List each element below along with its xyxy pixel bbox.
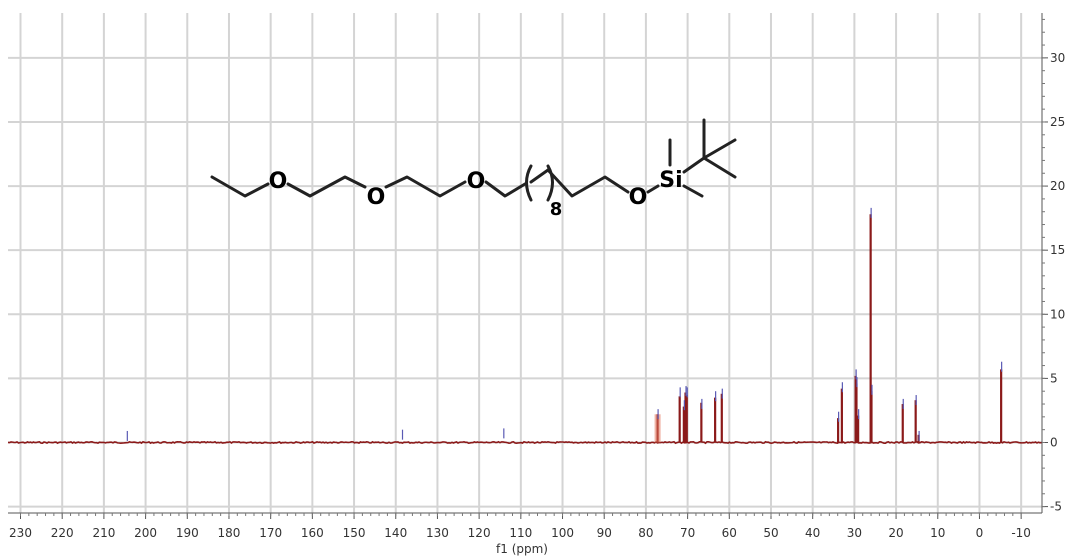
x-tick-label: 140 [384,526,407,540]
x-tick-label: 40 [805,526,820,540]
tbu-methyl-2 [702,138,737,160]
x-tick-label: 0 [976,526,984,540]
alkyl-chain [484,180,527,198]
y-tick-label: 25 [1050,115,1065,129]
x-tick-label: 180 [218,526,241,540]
plot-frame [8,13,1043,514]
x-tick-label: 220 [51,526,74,540]
x-tick-label: 30 [847,526,862,540]
x-tick-label: 70 [680,526,695,540]
chart-grid [8,13,1042,513]
peg-chain [286,175,367,198]
atom-oxygen-2: O [367,185,386,210]
atom-oxygen-3: O [467,169,486,194]
x-tick-label: 110 [509,526,532,540]
x-tick-label: -10 [1011,526,1031,540]
si-tbu-bond [682,156,706,174]
atom-oxygen-1: O [269,169,288,194]
y-tick-label: 20 [1050,179,1065,193]
repeat-bracket-left [525,164,533,202]
solvent-peak-highlight [654,414,661,443]
o-si-bond [646,184,660,194]
peg-chain-2 [384,175,467,198]
propyl-chain [546,168,630,198]
x-tick-label: 60 [722,526,737,540]
x-tick-label: 130 [426,526,449,540]
x-tick-label: 200 [134,526,157,540]
si-methyl-bottom [682,184,704,198]
repeat-subscript: 8 [550,199,563,220]
ethyl-chain [210,175,270,198]
x-axis-title: f1 (ppm) [496,542,548,556]
x-tick-label: 210 [92,526,115,540]
y-tick-label: 15 [1050,243,1065,257]
spectrum-trace [7,214,1042,445]
peak-markers [126,207,1003,441]
y-tick-label: 10 [1050,307,1065,321]
alkyl-chain-2 [529,168,550,184]
x-tick-label: 100 [551,526,574,540]
repeat-bracket-right [546,164,554,202]
atom-silicon: Si [659,168,682,193]
chemical-structure [210,118,737,202]
x-axis: 230 220 210 200 190 180 170 160 150 140 130 120 110 1… [9,513,1031,540]
spectrum-baseline [7,440,1042,445]
x-tick-label: 50 [763,526,778,540]
tbu-methyl-3 [702,156,737,179]
x-tick-label: 80 [638,526,653,540]
y-axis: -5 0 5 10 15 20 25 30 [1042,18,1065,514]
x-tick-label: 160 [301,526,324,540]
x-tick-label: 120 [468,526,491,540]
x-tick-label: 150 [343,526,366,540]
y-tick-label: 0 [1050,435,1058,449]
x-tick-label: 190 [176,526,199,540]
x-tick-label: 10 [930,526,945,540]
x-tick-label: 20 [888,526,903,540]
x-tick-label: 90 [597,526,612,540]
y-tick-label: 5 [1050,371,1058,385]
atom-oxygen-4: O [629,185,648,210]
y-tick-label: 30 [1050,51,1065,65]
x-tick-label: 230 [9,526,32,540]
x-tick-label: 170 [259,526,282,540]
y-tick-label: -5 [1050,500,1062,514]
